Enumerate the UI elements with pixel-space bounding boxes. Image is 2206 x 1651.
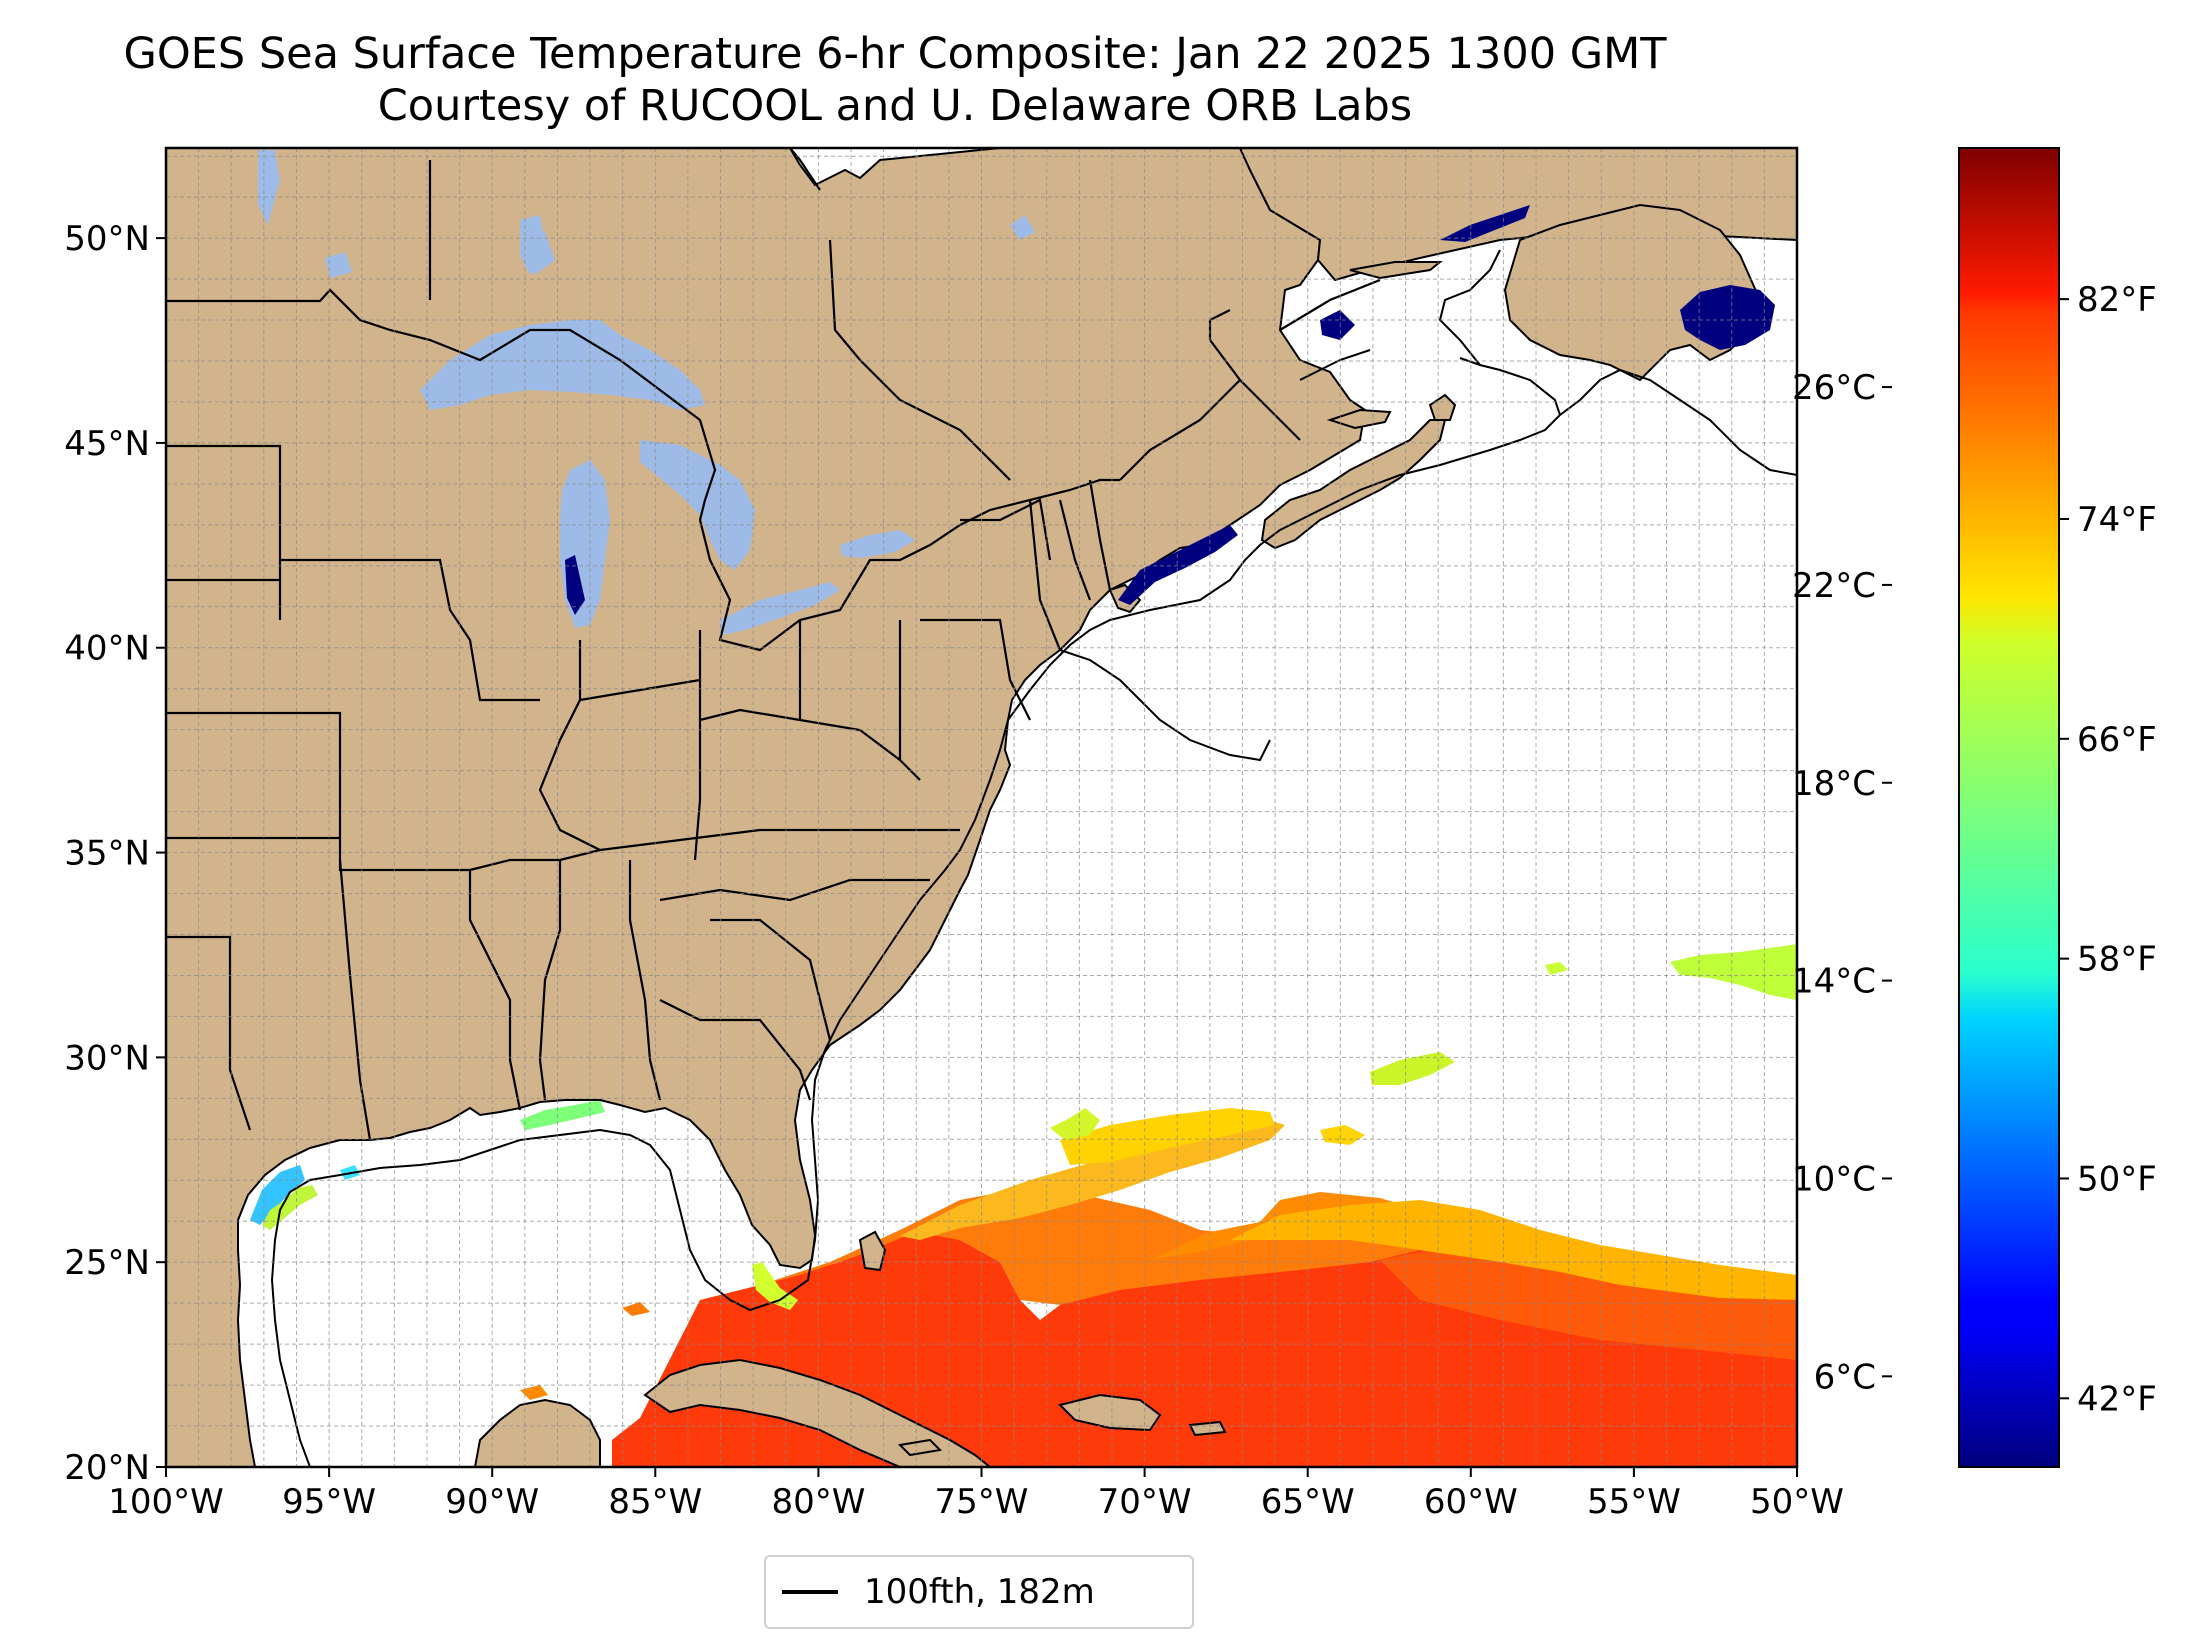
sst-gulf-orange-1 <box>520 1385 548 1400</box>
sst-data-layer <box>250 944 1797 1467</box>
lat-tick-label: 35°N <box>64 834 150 874</box>
lon-tick-label: 80°W <box>771 1482 865 1522</box>
lake-superior <box>420 320 705 410</box>
lon-tick-label: 75°W <box>935 1482 1029 1522</box>
lon-tick-label: 90°W <box>445 1482 539 1522</box>
sst-yellow-orange-band <box>900 1118 1285 1240</box>
fahrenheit-tick-label: 50°F <box>2077 1159 2157 1199</box>
celsius-tick-label: 10°C <box>1792 1159 1876 1199</box>
colorbar-gradient <box>1958 147 2060 1468</box>
lat-tick-label: 30°N <box>64 1038 150 1078</box>
sst-lime-far-east <box>1670 944 1797 1000</box>
lon-tick-label: 100°W <box>108 1482 224 1522</box>
cold-sst-layer <box>565 205 1775 615</box>
lat-tick-label: 20°N <box>64 1448 150 1488</box>
lake-saint-john <box>1010 215 1035 240</box>
lat-tick-label: 25°N <box>64 1243 150 1283</box>
lat-tick-label: 50°N <box>64 219 150 259</box>
celsius-tick-label: 18°C <box>1792 764 1876 804</box>
sst-yellow-spot <box>1320 1125 1365 1145</box>
isobath-legend-line <box>782 1590 838 1594</box>
lake-nipigon <box>525 232 555 275</box>
sst-texas-coast <box>250 1165 305 1225</box>
lake-huron <box>640 440 755 570</box>
lat-tick-label: 40°N <box>64 629 150 669</box>
sst-gulf-orange-2 <box>622 1302 650 1316</box>
title-line-1: GOES Sea Surface Temperature 6-hr Compos… <box>123 29 1667 79</box>
map-title: GOES Sea Surface Temperature 6-hr Compos… <box>0 28 1790 132</box>
celsius-tick-label: 6°C <box>1814 1357 1876 1397</box>
colorbar: 42°F 50°F 58°F 66°F 74°F 82°F 6°C 10°C 14°C 18°C 2… <box>1792 147 2157 1468</box>
map-axes: 100°W 95°W 90°W 85°W 80°W 75°W 70°W 65°W 60°W 55°… <box>64 219 1844 1522</box>
title-line-2: Courtesy of RUCOOL and U. Delaware ORB L… <box>377 81 1413 131</box>
sst-texas-coast-lime <box>262 1185 318 1230</box>
lat-lon-grid <box>166 148 1797 1467</box>
hispaniola <box>1058 1393 1162 1432</box>
lake-erie <box>720 582 840 635</box>
sst-gulf-maine-cold <box>1118 525 1238 605</box>
sst-lime-north-2 <box>1370 1052 1455 1085</box>
sst-orange-southeast <box>1380 1248 1797 1360</box>
bahamas-andros <box>858 1230 887 1272</box>
lon-tick-label: 50°W <box>1750 1482 1844 1522</box>
isobath-legend-label: 100fth, 182m <box>864 1572 1095 1612</box>
lon-tick-label: 70°W <box>1098 1482 1192 1522</box>
fahrenheit-tick-label: 42°F <box>2077 1379 2157 1419</box>
map-area <box>166 148 1797 1467</box>
celsius-tick-label: 22°C <box>1792 566 1876 606</box>
prince-edward-island <box>1326 408 1392 430</box>
sst-mississippi-coast <box>520 1100 605 1130</box>
sst-labrador-cold <box>1440 205 1530 242</box>
sst-florida-keys <box>752 1262 798 1310</box>
sst-lake-michigan-cold <box>565 555 585 615</box>
cape-breton <box>1428 393 1457 421</box>
sst-lime-small <box>1545 962 1568 975</box>
sst-gaspe-cold <box>1320 310 1355 340</box>
map-legend: 100fth, 182m <box>764 1555 1194 1629</box>
puerto-rico <box>1188 1420 1227 1437</box>
lon-tick-label: 55°W <box>1587 1482 1681 1522</box>
sst-gulf-stream-band <box>1060 1108 1275 1165</box>
sst-lime-north-1 <box>1050 1108 1100 1140</box>
cuba <box>643 1358 992 1467</box>
sst-newfoundland-cold <box>1680 285 1775 350</box>
lon-tick-label: 95°W <box>282 1482 376 1522</box>
north-america-land <box>166 148 1367 1467</box>
fahrenheit-tick-label: 66°F <box>2077 720 2157 760</box>
fahrenheit-tick-label: 74°F <box>2077 500 2157 540</box>
lat-tick-label: 45°N <box>64 424 150 464</box>
fahrenheit-tick-label: 58°F <box>2077 940 2157 980</box>
colorbar-ticks: 42°F 50°F 58°F 66°F 74°F 82°F 6°C 10°C 14°C 18°C 2… <box>1792 280 2157 1419</box>
lake-of-woods <box>325 252 352 278</box>
lake-ontario <box>840 530 915 558</box>
lon-tick-label: 65°W <box>1261 1482 1355 1522</box>
celsius-tick-label: 26°C <box>1792 368 1876 408</box>
lon-tick-label: 85°W <box>608 1482 702 1522</box>
jamaica <box>897 1438 943 1457</box>
political-boundaries <box>166 148 1381 1141</box>
sst-yellow-east <box>1230 1200 1797 1300</box>
lon-tick-label: 60°W <box>1424 1482 1518 1522</box>
fahrenheit-tick-label: 82°F <box>2077 280 2157 320</box>
isobath-100fth <box>270 249 1797 1467</box>
sst-warm-belt <box>760 1185 1420 1305</box>
celsius-tick-label: 14°C <box>1792 962 1876 1002</box>
